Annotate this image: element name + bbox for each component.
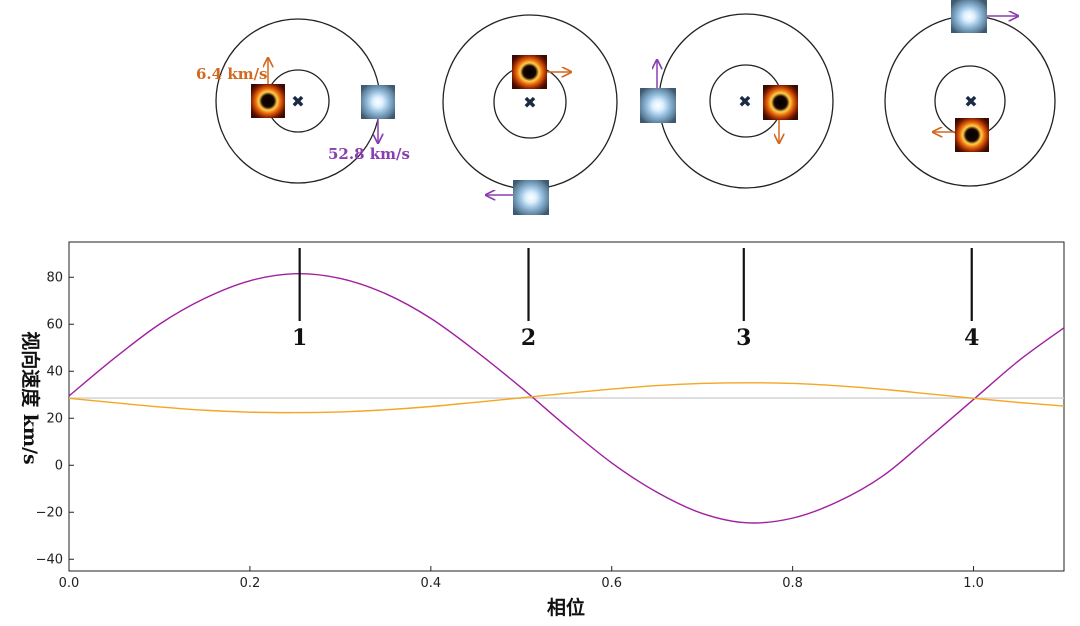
purple-speed-label: 52.8 km/s xyxy=(328,145,410,163)
blue-star-icon xyxy=(640,88,676,123)
black-hole-orange-icon xyxy=(955,118,989,152)
black-hole-orange-icon xyxy=(763,85,798,120)
x-tick-label: 0.4 xyxy=(420,576,441,591)
x-tick-label: 0.6 xyxy=(601,576,622,591)
orbit-diagram-4: ✖ xyxy=(884,0,1056,187)
black-hole-orange-icon xyxy=(251,84,285,118)
phase-marker-label: 4 xyxy=(964,325,979,351)
blue-star-icon xyxy=(361,85,395,119)
y-tick-label: 20 xyxy=(46,411,63,426)
x-tick-label: 0.2 xyxy=(240,576,261,591)
series-line-purple xyxy=(68,272,1065,524)
y-tick-label: −40 xyxy=(36,552,63,567)
y-axis: −40 −20 0 20 40 60 80 xyxy=(36,270,74,567)
y-tick-label: −20 xyxy=(36,505,63,520)
y-tick-label: 60 xyxy=(46,317,63,332)
phase-marker-label: 3 xyxy=(736,325,751,351)
orange-speed-label: 6.4 km/s xyxy=(196,65,268,83)
x-tick-label: 0.0 xyxy=(59,576,80,591)
series-group xyxy=(68,272,1065,524)
x-tick-label: 0.8 xyxy=(782,576,803,591)
y-tick-label: 0 xyxy=(55,458,63,473)
y-tick-label: 40 xyxy=(46,364,63,379)
cross-icon: ✖ xyxy=(964,92,977,111)
cross-icon: ✖ xyxy=(523,93,536,112)
y-tick-label: 80 xyxy=(46,270,63,285)
blue-star-icon xyxy=(951,0,987,33)
phase-marker-label: 2 xyxy=(521,325,536,351)
plot-area xyxy=(68,241,1065,572)
phase-marker-label: 1 xyxy=(292,325,307,351)
y-axis-title: 视向速度 km/s xyxy=(19,331,42,465)
blue-star-icon xyxy=(513,180,549,215)
orbit-diagram-1: ✖ 6.4 km/s 52.8 km/s xyxy=(196,18,410,184)
series-line-orange xyxy=(68,382,1065,414)
orbit-diagram-2: ✖ xyxy=(442,14,618,215)
orbit-diagram-3: ✖ xyxy=(640,13,834,189)
x-tick-label: 1.0 xyxy=(963,576,984,591)
black-hole-orange-icon xyxy=(512,55,547,89)
x-axis-title: 相位 xyxy=(547,596,585,619)
phase-markers: 1 2 3 4 xyxy=(292,248,979,351)
x-axis: 0.0 0.2 0.4 0.6 0.8 1.0 xyxy=(59,566,984,591)
cross-icon: ✖ xyxy=(291,92,304,111)
cross-icon: ✖ xyxy=(738,92,751,111)
